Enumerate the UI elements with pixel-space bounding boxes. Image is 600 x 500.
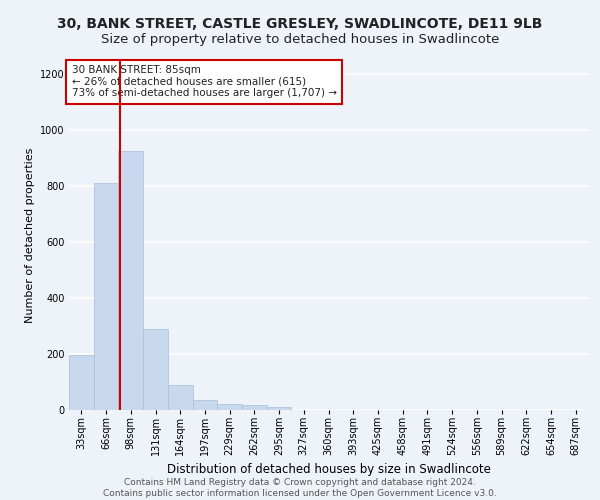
Text: 30 BANK STREET: 85sqm
← 26% of detached houses are smaller (615)
73% of semi-det: 30 BANK STREET: 85sqm ← 26% of detached … (71, 66, 337, 98)
Bar (217, 404, 242, 410)
X-axis label: Distribution of detached houses by size in Swadlincote: Distribution of detached houses by size … (167, 464, 490, 476)
Bar (267, 406, 292, 410)
Text: Contains HM Land Registry data © Crown copyright and database right 2024.
Contai: Contains HM Land Registry data © Crown c… (103, 478, 497, 498)
Bar (168, 386, 193, 410)
Text: Size of property relative to detached houses in Swadlincote: Size of property relative to detached ho… (101, 32, 499, 46)
Bar (193, 400, 217, 410)
Text: 30, BANK STREET, CASTLE GRESLEY, SWADLINCOTE, DE11 9LB: 30, BANK STREET, CASTLE GRESLEY, SWADLIN… (58, 18, 542, 32)
Bar (118, 151, 143, 410)
Bar (143, 329, 168, 410)
Bar (94, 183, 118, 410)
Bar (242, 405, 267, 410)
Bar (69, 356, 94, 410)
Y-axis label: Number of detached properties: Number of detached properties (25, 148, 35, 322)
